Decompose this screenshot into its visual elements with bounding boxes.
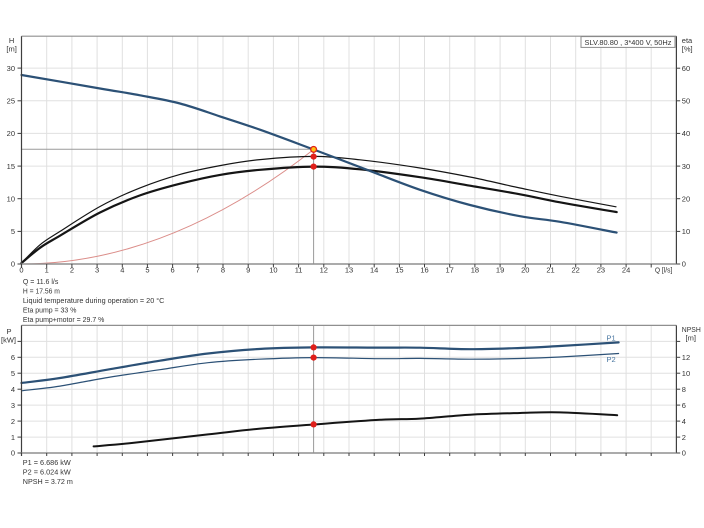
svg-text:20: 20 bbox=[7, 129, 15, 138]
svg-text:0: 0 bbox=[682, 449, 686, 458]
svg-text:4: 4 bbox=[682, 417, 686, 426]
svg-text:7: 7 bbox=[196, 266, 200, 275]
svg-text:[%]: [%] bbox=[682, 45, 693, 54]
svg-text:Liquid temperature during oper: Liquid temperature during operation = 20… bbox=[23, 296, 165, 305]
svg-text:SLV.80.80 , 3*400 V, 50Hz: SLV.80.80 , 3*400 V, 50Hz bbox=[585, 38, 672, 47]
svg-text:Q = 11.6 l/s: Q = 11.6 l/s bbox=[23, 277, 59, 286]
svg-text:12: 12 bbox=[682, 353, 690, 362]
svg-text:2: 2 bbox=[70, 266, 74, 275]
svg-text:10: 10 bbox=[682, 227, 690, 236]
svg-text:20: 20 bbox=[521, 266, 529, 275]
svg-text:5: 5 bbox=[145, 266, 149, 275]
svg-text:H: H bbox=[9, 36, 14, 45]
svg-text:Eta pump+motor = 29.7 %: Eta pump+motor = 29.7 % bbox=[23, 315, 105, 324]
svg-text:30: 30 bbox=[7, 64, 15, 73]
svg-text:1: 1 bbox=[11, 433, 15, 442]
svg-text:6: 6 bbox=[171, 266, 175, 275]
svg-text:30: 30 bbox=[682, 162, 690, 171]
svg-text:9: 9 bbox=[246, 266, 250, 275]
svg-text:2: 2 bbox=[682, 433, 686, 442]
svg-text:12: 12 bbox=[320, 266, 328, 275]
svg-text:13: 13 bbox=[345, 266, 353, 275]
svg-text:5: 5 bbox=[11, 227, 15, 236]
svg-text:40: 40 bbox=[682, 129, 690, 138]
svg-text:24: 24 bbox=[622, 266, 630, 275]
svg-text:3: 3 bbox=[11, 401, 15, 410]
svg-text:P2: P2 bbox=[607, 355, 616, 364]
svg-text:0: 0 bbox=[11, 260, 15, 269]
svg-text:6: 6 bbox=[682, 401, 686, 410]
svg-text:6: 6 bbox=[11, 353, 15, 362]
svg-text:17: 17 bbox=[446, 266, 454, 275]
svg-text:10: 10 bbox=[7, 194, 15, 203]
svg-text:20: 20 bbox=[682, 194, 690, 203]
svg-text:0: 0 bbox=[682, 260, 686, 269]
svg-text:[m]: [m] bbox=[686, 333, 696, 342]
svg-text:P: P bbox=[6, 327, 11, 336]
svg-text:P1 = 6.686 kW: P1 = 6.686 kW bbox=[23, 458, 72, 467]
svg-text:23: 23 bbox=[597, 266, 605, 275]
svg-text:25: 25 bbox=[7, 97, 15, 106]
svg-text:50: 50 bbox=[682, 97, 690, 106]
svg-text:60: 60 bbox=[682, 64, 690, 73]
svg-text:19: 19 bbox=[496, 266, 504, 275]
svg-text:2: 2 bbox=[11, 417, 15, 426]
svg-text:10: 10 bbox=[269, 266, 277, 275]
svg-text:Eta pump = 33 %: Eta pump = 33 % bbox=[23, 306, 77, 315]
svg-text:[kW]: [kW] bbox=[1, 335, 16, 344]
svg-text:NPSH: NPSH bbox=[682, 325, 701, 334]
svg-text:NPSH = 3.72 m: NPSH = 3.72 m bbox=[23, 477, 73, 486]
svg-text:eta: eta bbox=[682, 36, 693, 45]
svg-text:0: 0 bbox=[11, 449, 15, 458]
svg-text:4: 4 bbox=[120, 266, 124, 275]
svg-text:3: 3 bbox=[95, 266, 99, 275]
svg-text:16: 16 bbox=[420, 266, 428, 275]
svg-text:15: 15 bbox=[395, 266, 403, 275]
svg-text:21: 21 bbox=[546, 266, 554, 275]
svg-text:H = 17.56 m: H = 17.56 m bbox=[23, 286, 60, 295]
svg-text:18: 18 bbox=[471, 266, 479, 275]
svg-text:22: 22 bbox=[572, 266, 580, 275]
svg-text:1: 1 bbox=[45, 266, 49, 275]
svg-text:Q [l/s]: Q [l/s] bbox=[655, 266, 673, 275]
svg-text:10: 10 bbox=[682, 369, 690, 378]
svg-text:4: 4 bbox=[11, 385, 15, 394]
svg-text:8: 8 bbox=[221, 266, 225, 275]
svg-text:11: 11 bbox=[295, 266, 303, 275]
svg-text:14: 14 bbox=[370, 266, 378, 275]
svg-text:0: 0 bbox=[19, 266, 23, 275]
svg-text:15: 15 bbox=[7, 162, 15, 171]
svg-text:P2 = 6.024 kW: P2 = 6.024 kW bbox=[23, 468, 72, 477]
svg-text:5: 5 bbox=[11, 369, 15, 378]
svg-text:8: 8 bbox=[682, 385, 686, 394]
svg-text:[m]: [m] bbox=[6, 45, 16, 54]
svg-text:P1: P1 bbox=[607, 333, 616, 342]
